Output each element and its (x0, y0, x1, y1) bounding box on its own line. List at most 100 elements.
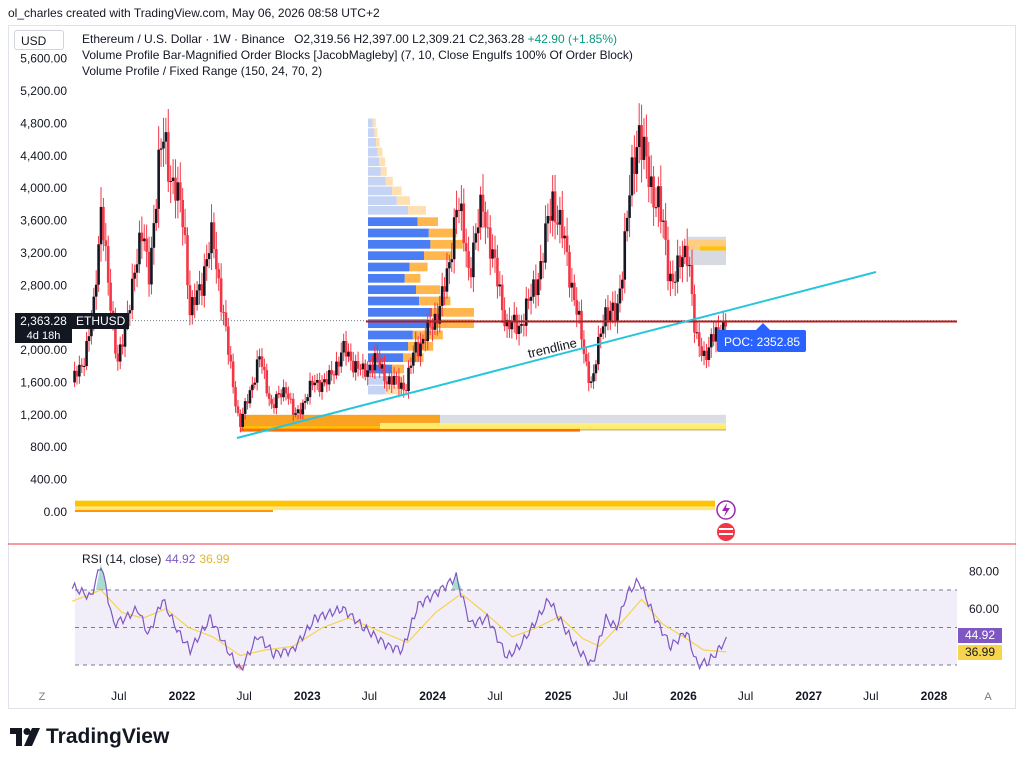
creator-line: ol_charles created with TradingView.com,… (8, 6, 380, 20)
volume-profile-down-bar (385, 176, 393, 186)
volume-profile-down-bar (396, 196, 410, 205)
candle-body (534, 279, 538, 296)
volume-profile-up-bar (368, 330, 413, 340)
candle-body (315, 379, 319, 383)
volume-profile-up-bar (368, 186, 392, 196)
candle-body (500, 284, 504, 311)
rsi-y-tick-label: 60.00 (969, 602, 999, 616)
volume-profile-up-bar (368, 137, 376, 147)
candle-body (724, 322, 727, 327)
volume-profile-up-bar (368, 307, 432, 317)
us-flag-icon (717, 523, 735, 541)
x-tick-label: 2024 (419, 689, 446, 703)
candle-body (359, 368, 362, 370)
bar-countdown: 4d 18h (15, 329, 72, 343)
candle-body (73, 370, 76, 383)
candle-body (637, 125, 641, 148)
candle-body (546, 216, 550, 224)
candle-body (87, 336, 91, 341)
candle-body (97, 244, 100, 285)
candle-body (460, 203, 463, 212)
candle-body (383, 364, 386, 382)
order-block-line (380, 422, 726, 429)
x-tick-label: Jul (111, 689, 126, 703)
candle-body (522, 323, 526, 326)
candle-body (618, 288, 622, 304)
candle-body (481, 194, 485, 212)
candle-body (419, 343, 422, 357)
symbol-line[interactable]: Ethereum / U.S. Dollar · 1W · Binance (82, 32, 285, 46)
ohlc-values: O2,319.56 H2,397.00 L2,309.21 C2,363.28 (294, 32, 525, 46)
volume-profile-up-bar (368, 118, 373, 128)
candle-body (664, 220, 667, 240)
candle-body (635, 147, 639, 174)
candle-body (498, 284, 502, 287)
rsi-legend[interactable]: RSI (14, close) 44.92 36.99 (82, 552, 229, 566)
candle-body (164, 132, 168, 142)
candle-body (198, 284, 201, 291)
indicator-order-blocks[interactable]: Volume Profile Bar-Magnified Order Block… (82, 48, 633, 62)
candle-body (409, 365, 413, 368)
volume-profile-down-bar (388, 375, 404, 385)
candle-body (342, 340, 345, 353)
candle-body (301, 402, 305, 415)
indicator-volume-profile[interactable]: Volume Profile / Fixed Range (150, 24, 7… (82, 64, 323, 78)
candle-body (452, 217, 456, 260)
candle-body (717, 327, 720, 332)
candle-body (416, 342, 420, 357)
candle-body (234, 387, 237, 407)
candle-body (649, 176, 653, 188)
y-tick-label: 0.00 (44, 505, 68, 519)
candle-body (424, 338, 427, 342)
candle-body (373, 353, 377, 371)
candle-body (484, 211, 487, 228)
candle-body (707, 347, 711, 360)
candle-body (397, 376, 401, 389)
candle-body (215, 248, 218, 270)
rsi-overbought-fill (451, 576, 463, 590)
candle-body (702, 350, 706, 356)
tradingview-logo[interactable]: TradingView (10, 725, 169, 749)
candle-body (325, 379, 329, 385)
candle-body (647, 156, 651, 188)
candle-body (183, 227, 187, 236)
candle-body (520, 323, 523, 326)
volume-profile-up-bar (368, 375, 389, 385)
candle-body (616, 303, 619, 322)
candle-body (166, 132, 170, 182)
candle-body (678, 255, 682, 268)
volume-profile-down-bar (380, 167, 387, 176)
volume-profile-down-bar (417, 217, 438, 227)
y-tick-label: 4,000.00 (20, 181, 67, 195)
currency-button[interactable]: USD (14, 30, 64, 50)
candle-body (476, 227, 480, 234)
candle-body (128, 310, 132, 314)
poc-label-pointer (756, 323, 770, 330)
candle-body (178, 182, 182, 200)
candle-body (118, 344, 122, 362)
candle-body (515, 314, 518, 334)
symbol-tag: ETHUSD (72, 313, 130, 329)
candle-body (517, 325, 521, 334)
volume-profile-down-bar (427, 319, 474, 329)
candle-body (152, 223, 156, 248)
candle-body (267, 393, 271, 399)
candle-body (106, 246, 110, 283)
candle-body (133, 272, 136, 279)
candle-body (375, 353, 379, 359)
candle-body (145, 238, 148, 252)
candle-body (116, 353, 120, 362)
candle-body (142, 238, 146, 242)
order-block-zone-upper (688, 239, 726, 250)
candle-body (263, 366, 266, 371)
candle-body (565, 235, 569, 252)
candle-body (661, 220, 665, 222)
candle-body (472, 242, 475, 278)
candle-body (412, 352, 415, 366)
candle-body (510, 320, 514, 330)
candle-body (438, 305, 442, 324)
candle-body (102, 206, 105, 241)
candle-body (479, 194, 482, 228)
volume-profile-up-bar (368, 205, 408, 215)
